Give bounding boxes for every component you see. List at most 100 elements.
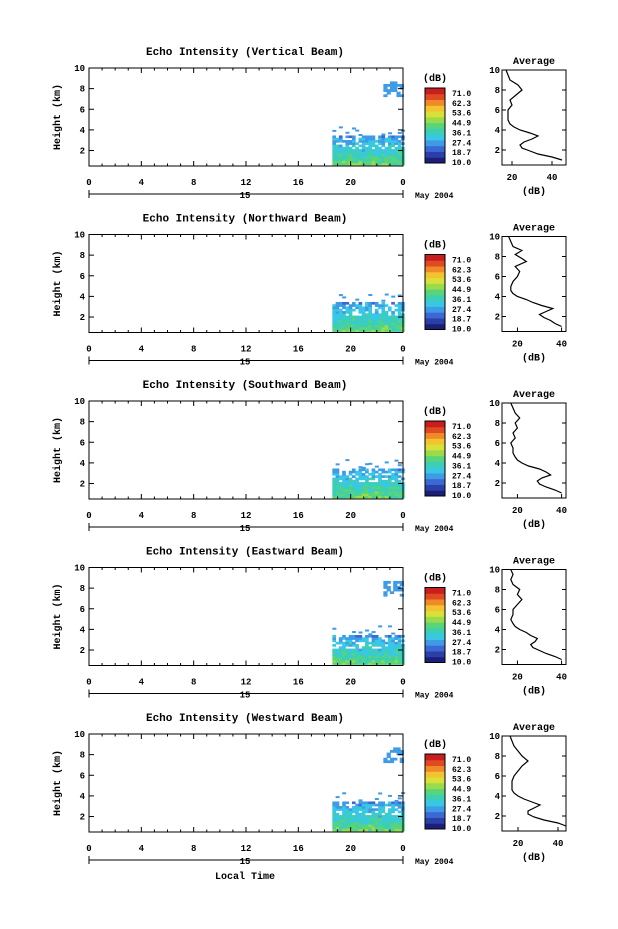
echo-cell [335,301,340,305]
echo-cell [371,659,376,663]
echo-cell [394,326,399,330]
colorbar-label: 36.1 [452,629,471,638]
echo-cell [351,329,356,332]
echo-cell [394,137,399,141]
echo-cell [391,662,395,665]
echo-cell [378,140,382,143]
colorbar-label: 27.4 [452,805,471,814]
echo-cell [365,479,369,483]
profile-height-tick-label: 8 [495,752,500,762]
colorbar-swatch [425,438,445,445]
echo-cell [332,491,337,494]
echo-cell [348,655,353,659]
echo-cell [351,475,356,478]
echo-cell [394,158,399,161]
echo-cell [361,140,366,143]
echo-cell [335,493,340,497]
echo-cell [374,648,379,652]
colorbar-label: 36.1 [452,462,471,471]
colorbar [424,420,446,497]
echo-cell [332,322,337,326]
echo-cell [387,488,392,492]
echo-cell [371,324,376,328]
echo-cell [355,491,359,494]
echo-cell [378,160,382,164]
echo-cell [381,311,386,314]
colorbar-label: 10.0 [452,825,471,834]
echo-cell [378,491,382,494]
echo-cell [368,815,372,818]
echo-cell [335,322,340,326]
profile-height-tick-label: 4 [495,126,501,136]
echo-cell [391,632,396,635]
echo-cell [358,653,363,656]
echo-cell [394,657,399,661]
time-tick-label: 4 [139,678,145,688]
echo-cell [389,591,395,595]
echo-cell [397,151,402,155]
echo-cell [342,322,346,326]
height-axis-label: Height (km) [52,583,64,649]
echo-cell [368,304,372,307]
echo-cell [335,486,340,490]
echo-cell [389,760,395,764]
echo-cell [394,493,399,497]
echo-cell [374,812,379,816]
echo-cell [358,812,363,816]
echo-cell [342,493,346,497]
colorbar-swatch [425,645,445,652]
echo-cell [371,470,376,474]
echo-cell [391,819,395,823]
echo-cell [338,153,343,157]
echo-cell [371,486,376,490]
echo-cell [387,135,392,139]
echo-cell [355,160,359,164]
echo-cell [384,817,389,821]
echo-cell [348,315,353,319]
echo-cell [355,482,359,485]
echo-cell [358,140,363,143]
echo-cell [378,313,382,316]
echo-cell [348,815,353,818]
echo-cell [397,308,402,312]
colorbar-unit: (dB) [423,240,447,252]
profile-height-tick-label: 6 [495,106,500,116]
colorbar [424,254,446,330]
echo-cell [332,468,337,472]
echo-cell [365,155,369,159]
echo-cell [381,153,386,157]
echo-cell [348,146,353,150]
echo-cell [338,322,343,326]
echo-cell [368,633,373,636]
echo-cell [387,153,392,157]
echo-cell [355,657,359,661]
echo-cell [378,808,382,811]
echo-cell [381,142,386,145]
echo-cell [365,828,369,832]
echo-cell [391,153,395,157]
echo-cell [391,641,395,645]
echo-cell [348,320,353,323]
colorbar-label: 27.4 [452,639,471,648]
echo-cell [399,593,404,597]
echo-cell [397,304,402,307]
echo-cell [381,491,386,494]
echo-cell [384,149,389,152]
echo-cell [387,657,392,661]
echo-cell [345,828,350,832]
echo-cell [338,655,343,659]
echo-cell [365,486,369,490]
echo-cell [391,637,395,640]
echo-cell [348,153,353,157]
echo-cell [342,491,346,494]
height-tick-label: 4 [80,625,86,635]
echo-cell [338,144,343,148]
echo-cell [332,819,337,823]
echo-cell [378,625,383,628]
echo-cell [386,760,391,764]
echo-cell [361,313,366,316]
echo-cell [381,313,386,316]
echo-cell [381,135,386,139]
echo-cell [335,160,340,164]
echo-cell [332,313,337,316]
